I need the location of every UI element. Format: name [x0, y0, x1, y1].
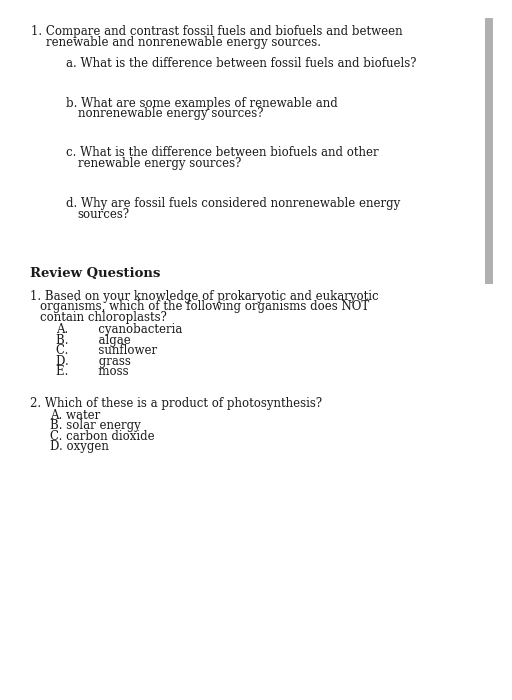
Text: 1. Compare and contrast fossil fuels and biofuels and between: 1. Compare and contrast fossil fuels and… — [31, 25, 402, 38]
Text: a. What is the difference between fossil fuels and biofuels?: a. What is the difference between fossil… — [66, 57, 416, 71]
Text: 2. Which of these is a product of photosynthesis?: 2. Which of these is a product of photos… — [30, 397, 322, 410]
Text: b. What are some examples of renewable and: b. What are some examples of renewable a… — [66, 97, 337, 110]
Text: contain chloroplasts?: contain chloroplasts? — [40, 311, 167, 324]
Text: renewable energy sources?: renewable energy sources? — [78, 157, 241, 170]
Text: Review Questions: Review Questions — [30, 267, 160, 281]
Text: renewable and nonrenewable energy sources.: renewable and nonrenewable energy source… — [46, 36, 321, 49]
Text: E.        moss: E. moss — [56, 365, 129, 379]
Text: C. carbon dioxide: C. carbon dioxide — [50, 430, 155, 443]
Text: A. water: A. water — [50, 409, 100, 422]
Text: d. Why are fossil fuels considered nonrenewable energy: d. Why are fossil fuels considered nonre… — [66, 197, 400, 211]
Text: organisms, which of the following organisms does NOT: organisms, which of the following organi… — [40, 300, 369, 314]
Text: sources?: sources? — [78, 208, 130, 221]
Text: 1. Based on your knowledge of prokaryotic and eukaryotic: 1. Based on your knowledge of prokaryoti… — [30, 290, 378, 303]
Text: D.        grass: D. grass — [56, 355, 131, 368]
Text: B.        algae: B. algae — [56, 334, 131, 347]
Text: B. solar energy: B. solar energy — [50, 419, 141, 433]
Text: D. oxygen: D. oxygen — [50, 440, 109, 454]
Text: c. What is the difference between biofuels and other: c. What is the difference between biofue… — [66, 146, 378, 160]
Bar — [485, 18, 493, 284]
Text: A.        cyanobacteria: A. cyanobacteria — [56, 323, 183, 337]
Text: C.        sunflower: C. sunflower — [56, 344, 158, 358]
Text: nonrenewable energy sources?: nonrenewable energy sources? — [78, 107, 263, 120]
